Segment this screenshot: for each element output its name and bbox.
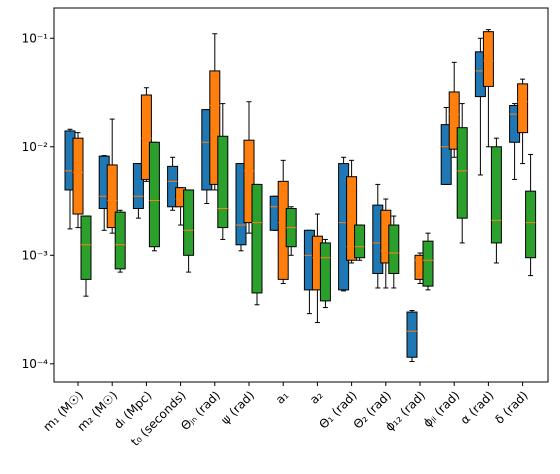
box — [440, 124, 452, 185]
box — [456, 127, 468, 219]
box — [209, 70, 221, 185]
x-tick-label: δ (rad) — [492, 388, 530, 426]
box — [517, 83, 529, 134]
box — [167, 165, 179, 208]
box — [388, 224, 400, 274]
box — [132, 163, 144, 209]
plot-frame — [53, 7, 549, 383]
box — [422, 240, 434, 287]
box — [490, 146, 502, 244]
y-tick-label: 10⁻⁴ — [22, 357, 49, 371]
box — [106, 164, 118, 229]
box — [114, 211, 126, 270]
box — [217, 135, 229, 229]
box — [80, 215, 92, 280]
box — [406, 311, 418, 358]
x-tick-label: α (rad) — [458, 388, 497, 427]
box — [251, 183, 263, 294]
box — [140, 94, 152, 180]
x-tick-label: a₁ — [273, 388, 292, 407]
box — [243, 139, 255, 224]
box — [354, 224, 366, 259]
x-tick-label: a₂ — [307, 388, 326, 407]
box — [482, 31, 494, 87]
box — [183, 189, 195, 256]
x-tick-label: ϕⱼₗ (rad) — [421, 388, 463, 430]
box — [148, 141, 160, 248]
x-tick-label: ψ (rad) — [218, 388, 257, 427]
y-tick-label: 10⁻¹ — [22, 31, 49, 45]
box — [319, 242, 331, 302]
box — [525, 190, 537, 259]
box — [448, 91, 460, 150]
y-tick-label: 10⁻³ — [22, 248, 49, 262]
box — [72, 137, 84, 215]
box — [346, 176, 358, 261]
y-tick-label: 10⁻² — [22, 140, 49, 154]
